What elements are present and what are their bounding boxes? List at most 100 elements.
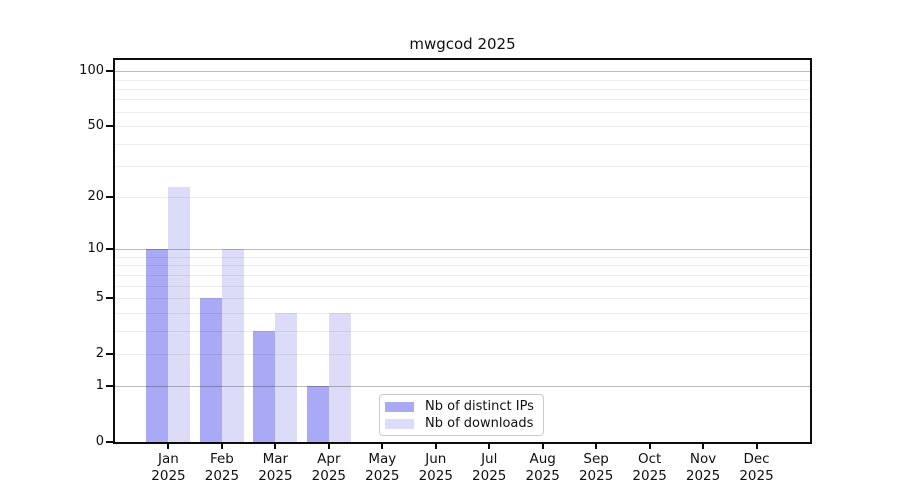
major-gridline: [115, 249, 810, 250]
x-tick-month: Oct: [637, 451, 662, 467]
x-tick-year: 2025: [204, 468, 240, 484]
minor-gridline: [115, 286, 810, 287]
x-tick-year: 2025: [685, 468, 721, 484]
x-tick-label: Feb 2025: [186, 451, 258, 485]
legend-item: Nb of downloads: [385, 416, 535, 431]
x-tick-mark: [274, 444, 277, 449]
x-tick-label: Mar 2025: [239, 451, 311, 485]
x-tick-mark: [648, 444, 651, 449]
y-tick-mark: [106, 385, 113, 388]
x-tick-month: Jan: [158, 451, 179, 467]
x-tick-mark: [755, 444, 758, 449]
x-tick-month: May: [368, 451, 397, 467]
x-tick-label: Nov 2025: [667, 451, 739, 485]
x-tick-year: 2025: [632, 468, 667, 484]
y-tick-mark: [106, 297, 113, 299]
y-tick-mark: [106, 248, 113, 251]
minor-gridline: [115, 354, 810, 355]
minor-gridline: [115, 112, 810, 113]
x-tick-month: Nov: [689, 451, 717, 467]
bar-distinct-ips-mar: [253, 330, 276, 442]
x-tick-year: 2025: [258, 468, 293, 484]
minor-gridline: [115, 275, 810, 276]
x-tick-mark: [541, 444, 544, 449]
x-tick-label: Jan 2025: [132, 451, 204, 485]
x-tick-mark: [327, 444, 330, 449]
x-tick-label: Jun 2025: [400, 451, 472, 485]
minor-gridline: [115, 265, 810, 266]
x-tick-month: Jun: [425, 451, 447, 467]
bar-downloads-jan: [168, 186, 191, 442]
y-tick-label: 0: [95, 434, 104, 449]
x-tick-year: 2025: [525, 468, 560, 484]
x-tick-month: Dec: [743, 451, 770, 467]
bar-distinct-ips-jan: [146, 249, 169, 442]
chart-title: mwgcod 2025: [409, 35, 516, 53]
minor-gridline: [115, 298, 810, 299]
y-tick-label: 10: [87, 241, 104, 257]
major-gridline: [115, 386, 810, 387]
x-tick-label: Aug 2025: [507, 451, 579, 485]
y-tick-mark: [106, 196, 113, 199]
x-tick-mark: [167, 444, 170, 449]
y-tick-label: 100: [79, 63, 104, 79]
minor-gridline: [115, 197, 810, 198]
minor-gridline: [115, 331, 810, 332]
legend-label: Nb of distinct IPs: [425, 399, 534, 414]
x-tick-label: May 2025: [346, 451, 418, 485]
x-tick-year: 2025: [311, 468, 347, 484]
x-tick-year: 2025: [418, 468, 453, 484]
legend-item: Nb of distinct IPs: [385, 399, 535, 414]
x-tick-label: Oct 2025: [614, 451, 686, 485]
minor-gridline: [115, 257, 810, 258]
y-tick-mark: [106, 70, 113, 73]
minor-gridline: [115, 166, 810, 167]
y-tick-mark: [106, 125, 113, 128]
x-tick-mark: [702, 444, 705, 449]
y-tick-mark: [106, 441, 113, 443]
x-tick-month: Sep: [583, 451, 609, 467]
x-tick-month: Aug: [529, 451, 556, 467]
y-tick-label: 1: [95, 378, 104, 394]
bar-distinct-ips-apr: [306, 386, 329, 442]
minor-gridline: [115, 99, 810, 100]
x-tick-label: Dec 2025: [721, 451, 793, 485]
plot-area: [113, 58, 812, 444]
major-gridline: [115, 71, 810, 72]
x-tick-mark: [381, 444, 384, 449]
y-tick-label: 2: [95, 345, 104, 361]
x-tick-mark: [220, 444, 223, 449]
x-tick-label: Jul 2025: [453, 451, 525, 485]
minor-gridline: [115, 126, 810, 127]
x-tick-mark: [434, 444, 437, 449]
legend-swatch-distinct-ips: [385, 401, 414, 412]
bar-downloads-mar: [275, 312, 298, 442]
minor-gridline: [115, 144, 810, 145]
x-tick-month: Jul: [481, 451, 498, 467]
x-tick-year: 2025: [365, 468, 400, 484]
x-tick-month: Feb: [209, 451, 234, 467]
bar-distinct-ips-feb: [199, 298, 222, 442]
y-tick-label: 5: [95, 290, 104, 305]
x-tick-year: 2025: [578, 468, 614, 484]
x-tick-year: 2025: [472, 468, 507, 484]
y-tick-label: 50: [87, 118, 104, 134]
x-tick-label: Sep 2025: [560, 451, 632, 485]
minor-gridline: [115, 89, 810, 90]
x-tick-label: Apr 2025: [293, 451, 365, 485]
x-tick-mark: [595, 444, 598, 449]
x-tick-year: 2025: [151, 468, 186, 484]
bar-downloads-feb: [221, 249, 244, 442]
minor-gridline: [115, 80, 810, 81]
x-tick-year: 2025: [739, 468, 774, 484]
legend-label: Nb of downloads: [425, 416, 534, 431]
minor-gridline: [115, 313, 810, 314]
x-tick-month: Mar: [262, 451, 289, 467]
legend-swatch-downloads: [385, 418, 414, 429]
bar-downloads-apr: [328, 312, 351, 442]
x-tick-mark: [488, 444, 491, 449]
x-tick-month: Apr: [317, 451, 341, 467]
y-tick-label: 20: [87, 189, 104, 205]
legend: Nb of distinct IPs Nb of downloads: [379, 394, 544, 436]
